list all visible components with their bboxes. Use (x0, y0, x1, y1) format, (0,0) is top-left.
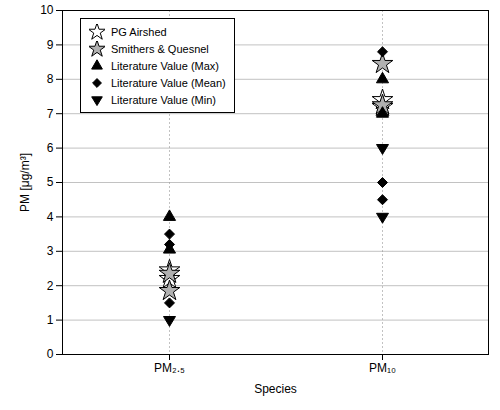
svg-text:3: 3 (47, 244, 54, 258)
svg-text:Species: Species (254, 382, 297, 396)
html-text:PG Airshed: PG Airshed (111, 25, 167, 38)
svg-text:5: 5 (47, 175, 54, 189)
svg-text:9: 9 (47, 38, 54, 52)
html-text:Literature Value (Mean): Literature Value (Mean) (111, 76, 226, 89)
svg-text:8: 8 (47, 72, 54, 86)
svg-text:10: 10 (40, 3, 54, 17)
svg-text:PM₂.₅: PM₂.₅ (154, 361, 185, 375)
html-text:Literature Value (Max): Literature Value (Max) (111, 59, 219, 72)
svg-text:PM [μg/m³]: PM [μg/m³] (18, 153, 32, 212)
svg-text:2: 2 (47, 279, 54, 293)
svg-text:0: 0 (47, 347, 54, 361)
svg-text:1: 1 (47, 313, 54, 327)
svg-text:4: 4 (47, 210, 54, 224)
svg-text:7: 7 (47, 107, 54, 121)
html-text:Literature Value (Min): Literature Value (Min) (111, 93, 216, 106)
svg-text:PM₁₀: PM₁₀ (369, 361, 396, 375)
html-text:Smithers & Quesnel: Smithers & Quesnel (111, 42, 209, 55)
svg-text:6: 6 (47, 141, 54, 155)
